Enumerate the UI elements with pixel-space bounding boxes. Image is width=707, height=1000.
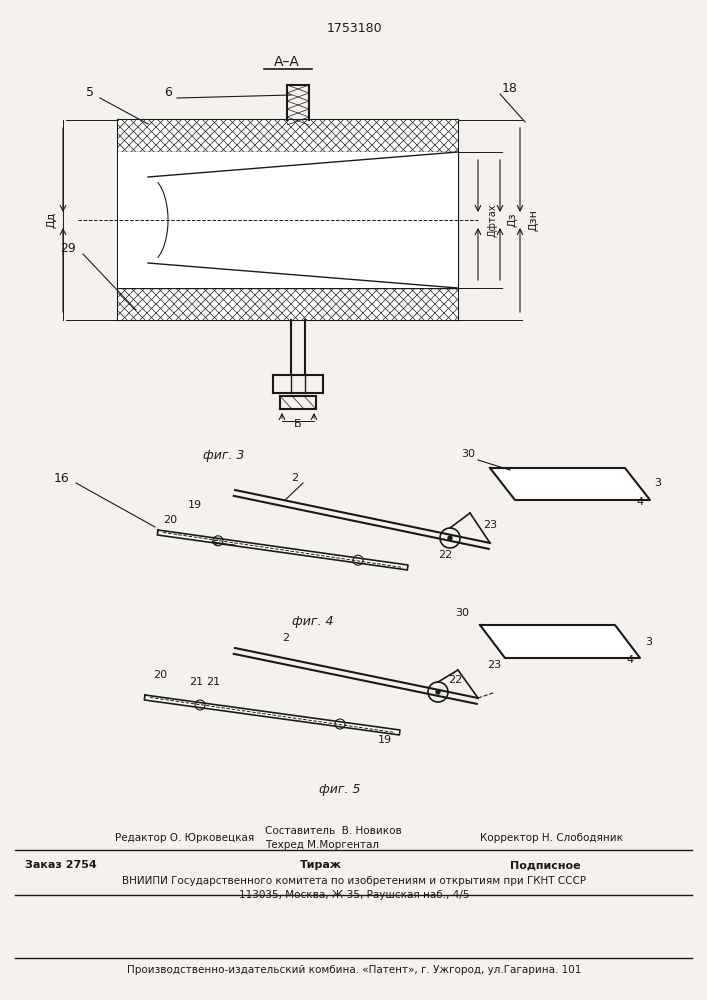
Text: 18: 18 [502, 82, 518, 95]
Text: Б: Б [294, 419, 302, 429]
Text: 4: 4 [636, 497, 643, 507]
Text: 2: 2 [282, 633, 290, 643]
Bar [118, 152, 458, 288]
Text: 19: 19 [378, 735, 392, 745]
Text: Дфтах: Дфтах [487, 203, 497, 237]
Text: Редактор О. Юрковецкая: Редактор О. Юрковецкая [115, 833, 255, 843]
Bar [118, 288, 458, 320]
Text: 21: 21 [189, 677, 203, 687]
Circle shape [436, 690, 440, 694]
Text: Тираж: Тираж [300, 860, 342, 870]
Text: 3: 3 [655, 478, 662, 488]
Text: 2: 2 [291, 473, 298, 483]
Text: 29: 29 [60, 241, 76, 254]
Text: Техред М.Моргентал: Техред М.Моргентал [265, 840, 379, 850]
Polygon shape [480, 625, 640, 658]
Text: 30: 30 [455, 608, 469, 618]
Text: 20: 20 [163, 515, 177, 525]
Polygon shape [490, 468, 650, 500]
Text: фиг. 4: фиг. 4 [292, 615, 334, 629]
Text: фиг. 3: фиг. 3 [203, 448, 245, 462]
Text: А–А: А–А [274, 55, 300, 69]
Bar [118, 120, 458, 152]
Text: 4: 4 [626, 655, 633, 665]
Text: Дд: Дд [46, 212, 56, 228]
Text: 20: 20 [153, 670, 167, 680]
Text: 16: 16 [54, 472, 70, 485]
Text: 22: 22 [448, 675, 462, 685]
Text: ВНИИПИ Государственного комитета по изобретениям и открытиям при ГКНТ СССР: ВНИИПИ Государственного комитета по изоб… [122, 876, 586, 886]
Text: 23: 23 [483, 520, 497, 530]
Text: Производственно-издательский комбина. «Патент», г. Ужгород, ул.Гагарина. 101: Производственно-издательский комбина. «П… [127, 965, 581, 975]
Circle shape [448, 536, 452, 540]
Text: 6: 6 [164, 86, 172, 99]
Text: фиг. 5: фиг. 5 [320, 784, 361, 796]
Text: Составитель  В. Новиков: Составитель В. Новиков [265, 826, 402, 836]
Polygon shape [144, 695, 400, 735]
Text: 3: 3 [645, 637, 653, 647]
Text: Дзн: Дзн [528, 209, 538, 231]
Text: 113035, Москва, Ж-35, Раушская наб., 4/5: 113035, Москва, Ж-35, Раушская наб., 4/5 [239, 890, 469, 900]
Text: Заказ 2754: Заказ 2754 [25, 860, 97, 870]
Text: Корректор Н. Слободяник: Корректор Н. Слободяник [480, 833, 623, 843]
Text: Подписное: Подписное [510, 860, 580, 870]
Text: 5: 5 [86, 86, 94, 99]
Text: 19: 19 [188, 500, 202, 510]
Text: 23: 23 [487, 660, 501, 670]
Polygon shape [157, 530, 408, 570]
Text: Дз: Дз [507, 213, 517, 227]
Text: 22: 22 [438, 550, 452, 560]
Text: 1753180: 1753180 [326, 21, 382, 34]
Text: 30: 30 [461, 449, 475, 459]
Text: 21: 21 [206, 677, 220, 687]
